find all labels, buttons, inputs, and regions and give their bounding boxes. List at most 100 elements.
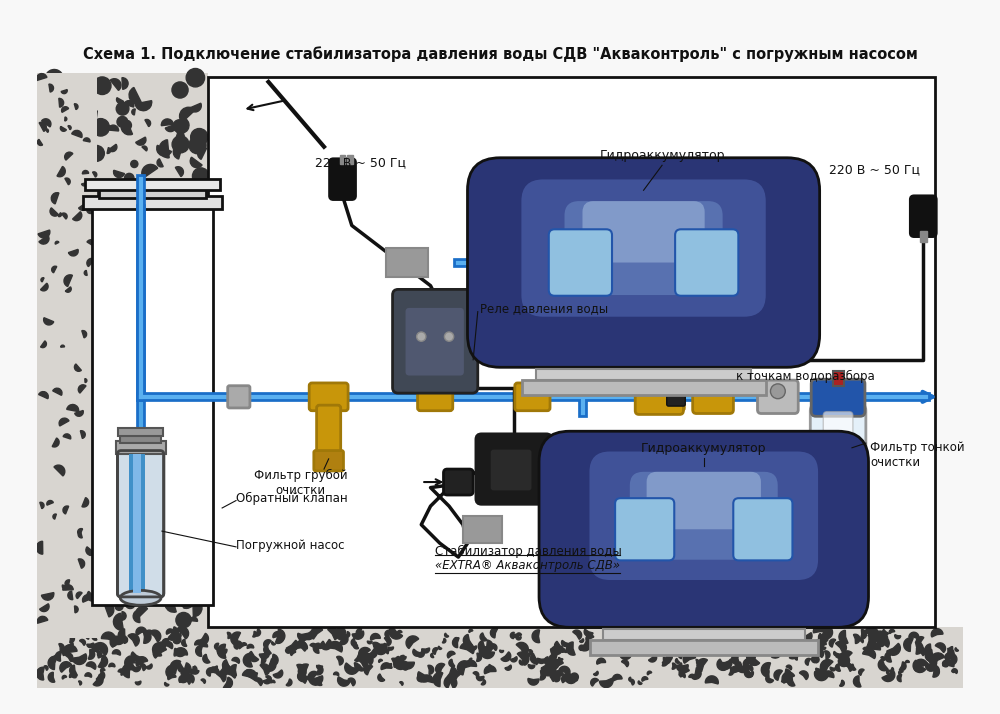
- Wedge shape: [125, 656, 135, 670]
- Wedge shape: [55, 652, 62, 661]
- Wedge shape: [86, 198, 92, 202]
- Wedge shape: [447, 651, 455, 658]
- Circle shape: [153, 579, 161, 587]
- Wedge shape: [113, 613, 123, 630]
- Wedge shape: [763, 633, 769, 643]
- Circle shape: [97, 371, 111, 383]
- Wedge shape: [52, 253, 63, 271]
- Wedge shape: [50, 291, 55, 297]
- Wedge shape: [60, 662, 72, 673]
- Wedge shape: [179, 318, 185, 328]
- FancyBboxPatch shape: [649, 383, 684, 411]
- Wedge shape: [114, 170, 124, 178]
- FancyBboxPatch shape: [582, 201, 705, 263]
- Wedge shape: [734, 667, 742, 673]
- Wedge shape: [104, 475, 120, 488]
- Wedge shape: [174, 648, 186, 657]
- Wedge shape: [351, 638, 358, 647]
- Circle shape: [51, 403, 59, 411]
- Text: Реле давления воды: Реле давления воды: [480, 302, 608, 316]
- FancyBboxPatch shape: [635, 379, 683, 414]
- Wedge shape: [192, 669, 199, 674]
- Wedge shape: [885, 652, 891, 662]
- Wedge shape: [386, 649, 390, 654]
- Wedge shape: [299, 637, 306, 645]
- Wedge shape: [209, 667, 219, 674]
- Wedge shape: [125, 315, 140, 330]
- Circle shape: [62, 160, 72, 170]
- Wedge shape: [316, 665, 323, 675]
- Wedge shape: [71, 135, 79, 143]
- Wedge shape: [665, 637, 679, 648]
- Wedge shape: [63, 506, 69, 514]
- Wedge shape: [159, 140, 169, 158]
- Wedge shape: [177, 627, 189, 639]
- Wedge shape: [868, 633, 877, 643]
- Wedge shape: [169, 635, 176, 640]
- Wedge shape: [470, 646, 477, 650]
- Wedge shape: [358, 665, 365, 671]
- Wedge shape: [136, 627, 146, 635]
- Wedge shape: [145, 298, 150, 303]
- Wedge shape: [122, 78, 128, 89]
- Wedge shape: [62, 106, 69, 112]
- Wedge shape: [544, 657, 550, 665]
- Wedge shape: [641, 640, 645, 646]
- Wedge shape: [79, 681, 82, 685]
- Wedge shape: [925, 650, 933, 661]
- Wedge shape: [190, 451, 201, 462]
- Wedge shape: [117, 451, 128, 459]
- Wedge shape: [490, 644, 497, 650]
- Wedge shape: [438, 646, 442, 650]
- Wedge shape: [746, 665, 753, 671]
- Wedge shape: [161, 519, 175, 531]
- Wedge shape: [98, 655, 108, 668]
- Wedge shape: [162, 638, 169, 648]
- Wedge shape: [62, 213, 67, 219]
- Wedge shape: [766, 675, 774, 683]
- Wedge shape: [729, 669, 733, 675]
- Wedge shape: [101, 632, 115, 642]
- Wedge shape: [37, 139, 43, 146]
- Wedge shape: [128, 634, 139, 646]
- Wedge shape: [580, 638, 584, 643]
- Wedge shape: [816, 668, 825, 674]
- Wedge shape: [796, 641, 808, 655]
- Wedge shape: [743, 659, 753, 668]
- Circle shape: [121, 120, 131, 131]
- Wedge shape: [913, 660, 926, 673]
- Wedge shape: [528, 665, 535, 668]
- Wedge shape: [766, 663, 769, 669]
- Circle shape: [43, 253, 58, 268]
- Wedge shape: [916, 647, 925, 655]
- Wedge shape: [44, 618, 54, 627]
- Wedge shape: [185, 384, 197, 396]
- Wedge shape: [174, 130, 184, 146]
- Circle shape: [103, 379, 111, 387]
- Wedge shape: [68, 126, 71, 130]
- Wedge shape: [933, 670, 937, 675]
- Wedge shape: [146, 396, 155, 401]
- Wedge shape: [421, 675, 433, 683]
- Wedge shape: [897, 674, 902, 682]
- Wedge shape: [945, 650, 952, 660]
- Wedge shape: [142, 146, 147, 151]
- Wedge shape: [836, 641, 846, 653]
- Wedge shape: [679, 668, 689, 677]
- Wedge shape: [97, 398, 102, 405]
- Wedge shape: [388, 647, 393, 650]
- Wedge shape: [118, 629, 127, 642]
- Wedge shape: [381, 663, 392, 670]
- Wedge shape: [137, 286, 144, 297]
- Wedge shape: [558, 658, 563, 660]
- Circle shape: [179, 591, 196, 608]
- Wedge shape: [193, 667, 196, 670]
- Wedge shape: [59, 513, 71, 528]
- Text: Стабилизатор давления воды: Стабилизатор давления воды: [435, 545, 622, 558]
- Wedge shape: [180, 673, 188, 683]
- Wedge shape: [309, 675, 323, 685]
- Wedge shape: [663, 628, 673, 640]
- Circle shape: [166, 512, 183, 528]
- Wedge shape: [945, 653, 954, 660]
- Wedge shape: [532, 630, 540, 643]
